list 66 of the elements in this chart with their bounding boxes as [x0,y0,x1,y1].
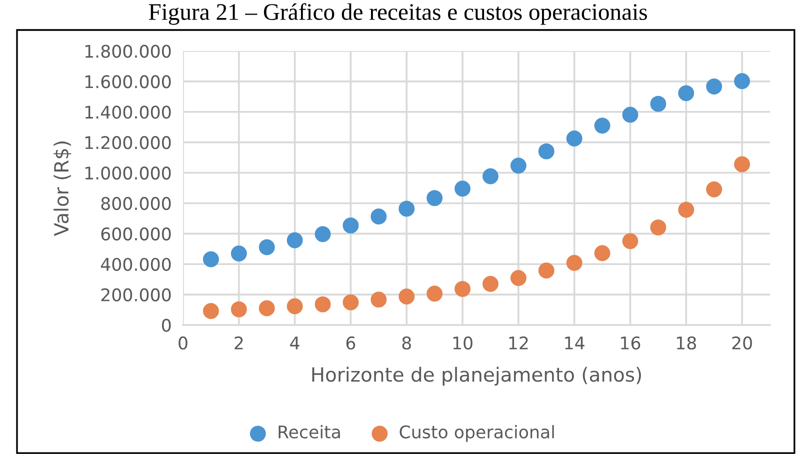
y-tick-label: 200.000 [101,288,171,302]
x-tick-label: 8 [402,336,411,350]
x-axis-title: Horizonte de planejamento (anos) [312,366,641,386]
chart-title: Figura 21 – Gráfico de receitas e custos operacionais [148,3,647,25]
point [258,239,275,256]
y-axis-title: Valor (R$) [54,142,72,236]
point [734,156,750,172]
legend-label: Receita [278,425,340,438]
legend-label: Custo operacional [400,425,554,442]
x-tick-label: 10 [453,336,472,350]
y-tick-label: 1.400.000 [85,106,171,119]
y-tick-label: 1.000.000 [85,166,171,180]
point [370,208,387,224]
y-tick-label: 800.000 [101,196,171,210]
y-tick-label: 1.800.000 [85,44,171,58]
point [510,270,526,286]
point [342,294,359,310]
point [454,180,470,197]
point [594,245,610,262]
x-tick-label: 4 [290,336,300,350]
point [482,168,498,184]
point [566,254,582,271]
x-tick-label: 18 [677,336,696,350]
y-tick-label: 600.000 [101,227,171,241]
point [342,217,359,234]
point [370,292,387,308]
point [594,118,610,134]
point [678,85,694,102]
x-tick-label: 12 [509,336,528,350]
y-tick-label: 1.600.000 [85,75,171,88]
point [314,226,331,242]
point [426,190,443,206]
point [678,202,694,218]
point [286,298,303,314]
point [230,301,247,318]
point [650,219,666,236]
point [454,280,470,297]
point [398,200,415,217]
y-tick-label: 0 [162,318,171,332]
point [706,181,722,198]
point [426,286,443,302]
point [510,158,526,174]
point [566,130,582,147]
point [230,245,247,262]
point [622,106,638,123]
point [314,296,331,312]
point [202,303,219,319]
x-tick-label: 20 [732,336,752,350]
y-tick-label: 400.000 [100,258,171,271]
point [482,276,498,292]
point [538,262,554,278]
x-tick-label: 0 [178,336,188,350]
y-tick-label: 1.200.000 [85,136,171,150]
point [706,78,722,94]
point [538,143,554,160]
point [734,73,750,90]
x-tick-label: 2 [234,336,243,350]
x-tick-label: 16 [621,336,640,350]
point [622,233,638,250]
point [398,288,415,305]
point [286,232,303,248]
x-tick-label: 6 [346,336,356,350]
point [202,251,219,268]
point [258,300,275,316]
point [650,96,666,112]
x-tick-label: 14 [565,336,584,350]
